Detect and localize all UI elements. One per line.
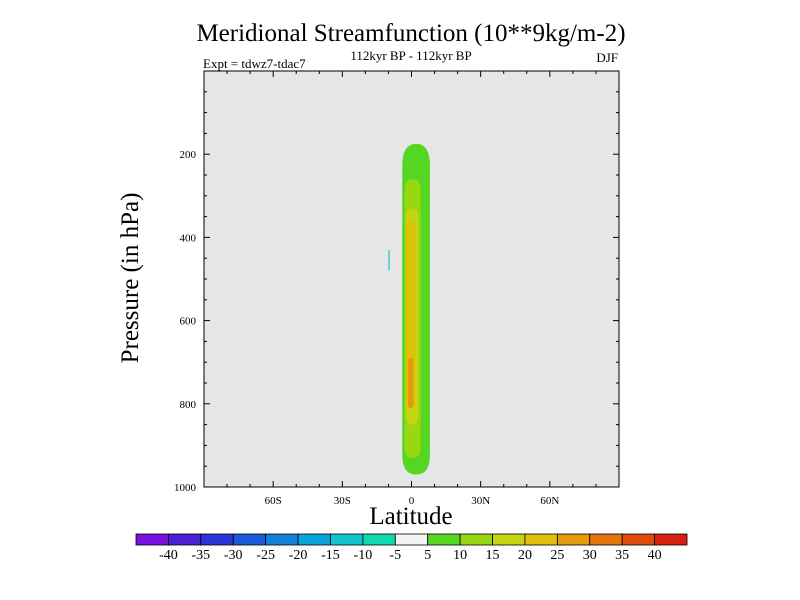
contour-level-25 [408, 358, 414, 408]
colorbar-swatch [621, 533, 655, 546]
colorbar-swatch [459, 533, 493, 546]
y-tick-label: 1000 [174, 482, 197, 494]
colorbar-swatch [232, 533, 267, 546]
colorbar-swatch [492, 533, 526, 546]
contour-layer [388, 143, 430, 475]
colorbar-label: 25 [550, 548, 564, 563]
colorbar-swatch [135, 533, 169, 546]
colorbar-swatch [265, 533, 299, 546]
colorbar-swatch [168, 533, 202, 546]
colorbar-label: -20 [289, 548, 308, 563]
colorbar-swatch [394, 533, 429, 546]
chart-subtitle-left: Expt = tdwz7-tdac7 [203, 56, 306, 71]
chart-subtitle-center: 112kyr BP - 112kyr BP [350, 48, 471, 63]
colorbar-label: -5 [389, 548, 401, 563]
colorbar-swatch [362, 533, 396, 546]
colorbar-label: 20 [518, 548, 532, 563]
colorbar-label: 30 [583, 548, 597, 563]
colorbar-swatch [654, 533, 688, 546]
colorbar-swatch [297, 533, 331, 546]
colorbar-label: -30 [224, 548, 243, 563]
colorbar-label: -25 [256, 548, 275, 563]
y-tick-label: 600 [180, 316, 197, 328]
y-tick-label: 800 [180, 399, 197, 411]
x-tick-label: 30S [334, 495, 351, 507]
chart-subtitle-right: DJF [596, 50, 618, 65]
y-tick-label: 200 [180, 149, 197, 161]
colorbar-swatch [589, 533, 623, 546]
chart-title: Meridional Streamfunction (10**9kg/m-2) [196, 20, 625, 47]
colorbar-label: 10 [453, 548, 467, 563]
x-tick-label: 0 [409, 495, 415, 507]
colorbar-label: 40 [648, 548, 662, 563]
tick-layer: 60S 30S 0 30N 60N 200 400 600 800 1000 [174, 71, 619, 507]
colorbar-swatch [524, 533, 558, 546]
y-tick-label: 400 [180, 232, 197, 244]
colorbar-swatch [330, 533, 364, 546]
colorbar-label: 5 [424, 548, 431, 563]
colorbar-label: 15 [486, 548, 500, 563]
plot-area: 60S 30S 0 30N 60N 200 400 600 800 1000 [174, 70, 620, 507]
colorbar-swatch [427, 533, 461, 546]
contour-level-neg10 [388, 249, 390, 271]
colorbar-swatch [200, 533, 234, 546]
x-axis-label: Latitude [369, 503, 452, 530]
x-tick-label: 60S [265, 495, 282, 507]
colorbar-label: 35 [615, 548, 629, 563]
colorbar-label: -10 [354, 548, 373, 563]
colorbar-swatch [556, 533, 591, 546]
colorbar-label: -35 [191, 548, 210, 563]
colorbar-label: -40 [159, 548, 178, 563]
y-axis-label: Pressure (in hPa) [117, 193, 144, 364]
x-tick-label: 30N [471, 495, 490, 507]
x-tick-label: 60N [540, 495, 559, 507]
colorbar-label: -15 [321, 548, 340, 563]
colorbar: -40 -35 -30 -25 -20 -15 -10 -5 5 10 15 20 25 30 35 40 [135, 533, 688, 563]
